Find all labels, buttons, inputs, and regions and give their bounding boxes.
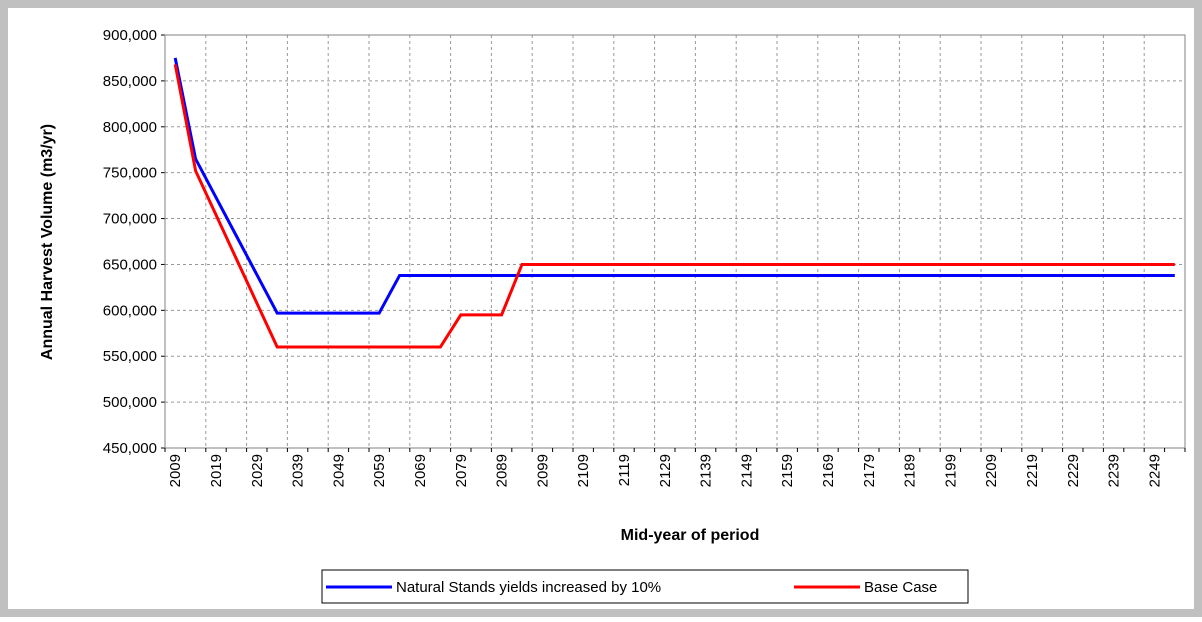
x-tick-label: 2049 <box>330 454 347 487</box>
legend-box <box>321 569 969 604</box>
x-tick-label: 2039 <box>290 454 307 487</box>
x-tick-label: 2199 <box>942 454 959 487</box>
y-tick-label: 650,000 <box>103 256 157 273</box>
x-tick-label: 2209 <box>983 454 1000 487</box>
y-tick-label: 850,000 <box>103 73 157 90</box>
series-line <box>173 57 1175 315</box>
series-line <box>173 64 1175 349</box>
y-tick-label: 750,000 <box>103 165 157 182</box>
x-tick-label: 2169 <box>820 454 837 487</box>
y-tick-label: 900,000 <box>103 27 157 44</box>
y-tick-label: 550,000 <box>103 348 157 365</box>
y-tick-label: 800,000 <box>103 119 157 136</box>
y-axis-title: Annual Harvest Volume (m3/yr) <box>39 124 56 360</box>
y-tick-label: 500,000 <box>103 394 157 411</box>
x-tick-label: 2179 <box>861 454 878 487</box>
x-tick-label: 2129 <box>657 454 674 487</box>
x-tick-label: 2089 <box>494 454 511 487</box>
legend-label: Base Case <box>864 579 937 596</box>
legend-label: Natural Stands yields increased by 10% <box>396 579 661 596</box>
x-tick-label: 2079 <box>453 454 470 487</box>
x-tick-label: 2249 <box>1146 454 1163 487</box>
x-tick-label: 2229 <box>1065 454 1082 487</box>
x-tick-label: 2029 <box>249 454 266 487</box>
x-tick-label: 2119 <box>616 454 633 486</box>
y-tick-label: 600,000 <box>103 302 157 319</box>
x-tick-label: 2009 <box>167 454 184 487</box>
x-tick-label: 2109 <box>575 454 592 487</box>
y-tick-label: 450,000 <box>103 440 157 457</box>
x-axis-title: Mid-year of period <box>621 527 760 544</box>
x-tick-label: 2159 <box>779 454 796 487</box>
x-tick-label: 2059 <box>371 454 388 487</box>
x-tick-label: 2189 <box>902 454 919 487</box>
x-tick-label: 2239 <box>1106 454 1123 487</box>
x-tick-label: 2139 <box>698 454 715 487</box>
y-tick-label: 700,000 <box>103 211 157 228</box>
x-tick-label: 2019 <box>208 454 225 487</box>
x-tick-label: 2069 <box>412 454 429 487</box>
x-tick-label: 2099 <box>534 454 551 487</box>
x-tick-label: 2149 <box>738 454 755 487</box>
x-tick-label: 2219 <box>1024 454 1041 487</box>
